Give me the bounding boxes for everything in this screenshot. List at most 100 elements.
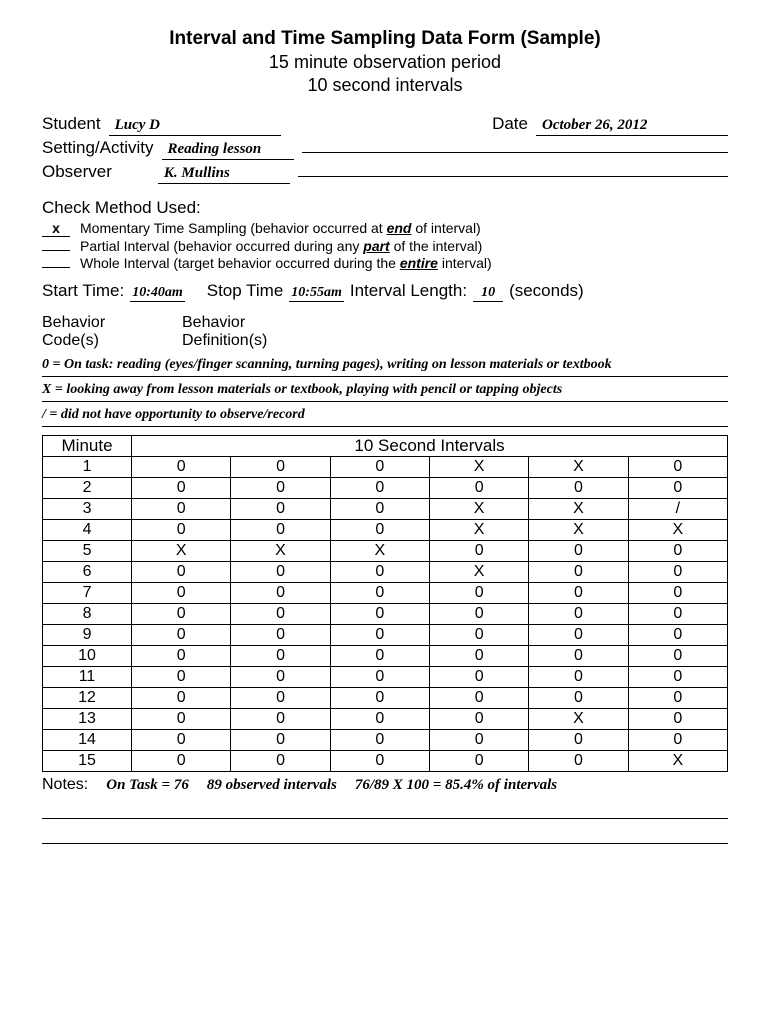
notes-blank-line-1 [42,802,728,819]
interval-cell: 0 [628,625,727,646]
interval-cell: X [132,541,231,562]
interval-cell: 0 [529,583,628,604]
method-option-1: Partial Interval (behavior occurred duri… [42,238,728,254]
method-option-0: xMomentary Time Sampling (behavior occur… [42,220,728,237]
interval-cell: 0 [231,604,330,625]
table-row: 14000000 [43,730,728,751]
method-text-1: Partial Interval (behavior occurred duri… [80,238,482,254]
interval-cell: 0 [132,604,231,625]
interval-cell: 0 [628,583,727,604]
setting-row: Setting/Activity Reading lesson [42,138,728,160]
setting-label: Setting/Activity [42,138,154,158]
table-row: 8000000 [43,604,728,625]
interval-cell: 0 [330,583,429,604]
interval-cell: 0 [628,730,727,751]
code-line-2: / = did not have opportunity to observe/… [42,404,728,427]
codes-col1b: Code(s) [42,332,142,350]
interval-cell: X [529,709,628,730]
interval-cell: 0 [132,751,231,772]
interval-cell: 0 [429,688,528,709]
interval-cell: 0 [429,646,528,667]
interval-cell: 0 [529,562,628,583]
minute-cell: 11 [43,667,132,688]
interval-cell: 0 [429,667,528,688]
table-row: 130000X0 [43,709,728,730]
interval-cell: 0 [132,499,231,520]
minute-cell: 13 [43,709,132,730]
interval-cell: 0 [429,730,528,751]
interval-cell: 0 [132,667,231,688]
interval-cell: X [429,499,528,520]
interval-cell: X [429,520,528,541]
interval-cell: 0 [330,730,429,751]
minute-cell: 14 [43,730,132,751]
table-row: 5XXX000 [43,541,728,562]
interval-cell: 0 [330,457,429,478]
minute-cell: 8 [43,604,132,625]
interval-cell: 0 [132,709,231,730]
date-label: Date [492,114,528,134]
minute-cell: 5 [43,541,132,562]
table-row: 2000000 [43,478,728,499]
interval-cell: 0 [231,688,330,709]
code-definitions: 0 = On task: reading (eyes/finger scanni… [42,354,728,427]
interval-cell: 0 [231,646,330,667]
minute-cell: 4 [43,520,132,541]
interval-cell: 0 [529,667,628,688]
table-row: 11000000 [43,667,728,688]
interval-cell: 0 [628,604,727,625]
interval-cell: 0 [628,562,727,583]
interval-cell: 0 [429,751,528,772]
notes-2: 89 observed intervals [207,777,337,794]
interval-cell: 0 [330,625,429,646]
interval-cell: 0 [231,751,330,772]
minute-header: Minute [43,436,132,457]
interval-cell: X [429,562,528,583]
interval-cell: 0 [330,520,429,541]
interval-cell: 0 [231,730,330,751]
interval-cell: 0 [132,625,231,646]
intervals-header: 10 Second Intervals [132,436,728,457]
interval-cell: X [529,457,628,478]
method-options: xMomentary Time Sampling (behavior occur… [42,220,728,271]
interval-cell: 0 [231,562,330,583]
notes-1: On Task = 76 [106,777,189,794]
table-row: 7000000 [43,583,728,604]
interval-cell: 0 [132,583,231,604]
interval-cell: 0 [429,625,528,646]
interval-cell: 0 [330,604,429,625]
interval-cell: 0 [529,730,628,751]
codes-col2b: Definition(s) [182,332,267,350]
notes-3: 76/89 X 100 = 85.4% of intervals [355,777,557,794]
interval-cell: 0 [628,646,727,667]
interval-cell: 0 [529,688,628,709]
interval-cell: 0 [132,730,231,751]
minute-cell: 3 [43,499,132,520]
minute-cell: 6 [43,562,132,583]
table-row: 9000000 [43,625,728,646]
minute-cell: 12 [43,688,132,709]
form-subtitle-2: 10 second intervals [42,75,728,96]
interval-cell: 0 [429,478,528,499]
interval-cell: X [330,541,429,562]
method-option-2: Whole Interval (target behavior occurred… [42,255,728,271]
notes-row: Notes: On Task = 76 89 observed interval… [42,776,728,794]
interval-cell: 0 [231,478,330,499]
interval-cell: 0 [231,709,330,730]
notes-blank-line-2 [42,827,728,844]
notes-label: Notes: [42,776,88,794]
method-text-2: Whole Interval (target behavior occurred… [80,255,492,271]
table-row: 1500000X [43,751,728,772]
minute-cell: 1 [43,457,132,478]
interval-length-unit: (seconds) [509,281,584,301]
table-row: 10000000 [43,646,728,667]
interval-length-label: Interval Length: [350,281,467,301]
code-line-0: 0 = On task: reading (eyes/finger scanni… [42,354,728,377]
date-value: October 26, 2012 [536,117,728,136]
table-row: 6000X00 [43,562,728,583]
interval-cell: 0 [132,457,231,478]
codes-col2a: Behavior [182,314,267,332]
interval-cell: X [529,520,628,541]
minute-cell: 9 [43,625,132,646]
interval-cell: 0 [231,667,330,688]
